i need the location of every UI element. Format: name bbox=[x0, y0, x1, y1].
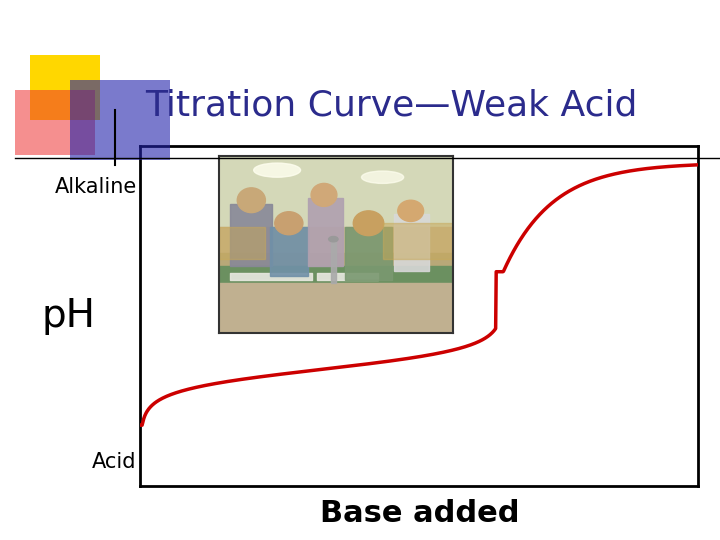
Ellipse shape bbox=[398, 200, 423, 221]
Bar bbox=[395, 214, 429, 271]
FancyBboxPatch shape bbox=[15, 90, 95, 155]
Bar bbox=[345, 227, 392, 280]
Bar bbox=[270, 227, 307, 276]
Ellipse shape bbox=[238, 188, 266, 213]
FancyBboxPatch shape bbox=[70, 80, 170, 160]
Text: Acid: Acid bbox=[92, 452, 137, 472]
Ellipse shape bbox=[275, 212, 303, 235]
FancyBboxPatch shape bbox=[30, 55, 100, 120]
Ellipse shape bbox=[361, 171, 404, 184]
Text: Alkaline: Alkaline bbox=[55, 177, 137, 197]
Bar bbox=[219, 227, 266, 259]
Ellipse shape bbox=[253, 163, 300, 177]
Ellipse shape bbox=[354, 211, 384, 235]
Text: Base added: Base added bbox=[320, 498, 519, 528]
Bar bbox=[307, 199, 343, 266]
Bar bbox=[382, 223, 453, 259]
Ellipse shape bbox=[311, 184, 337, 206]
Ellipse shape bbox=[328, 237, 338, 242]
Bar bbox=[331, 239, 336, 284]
Text: Titration Curve—Weak Acid: Titration Curve—Weak Acid bbox=[145, 88, 637, 122]
Text: pH: pH bbox=[42, 297, 95, 335]
Bar bbox=[230, 204, 272, 266]
